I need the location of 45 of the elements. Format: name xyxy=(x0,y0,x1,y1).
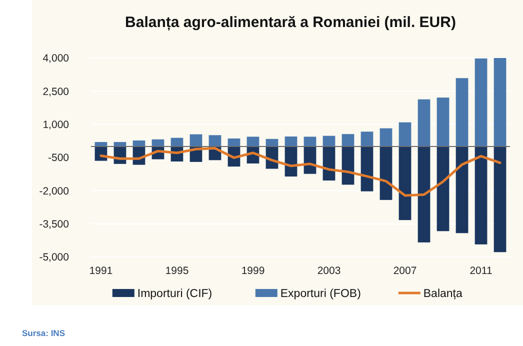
bar xyxy=(208,135,222,146)
bar xyxy=(342,134,354,146)
y-tick-label: 1,000 xyxy=(42,119,70,132)
bar xyxy=(418,99,430,146)
bar xyxy=(436,146,450,232)
bar xyxy=(494,58,506,146)
bar xyxy=(228,138,240,146)
bar xyxy=(398,122,412,146)
legend-label: Balanța xyxy=(423,288,464,300)
bar xyxy=(284,136,298,146)
line-series xyxy=(100,146,502,197)
bar xyxy=(418,146,430,242)
y-tick-label: -5,000 xyxy=(39,252,70,264)
y-tick-label: -3,500 xyxy=(39,218,70,231)
bar xyxy=(266,138,278,146)
x-tick-label: 1999 xyxy=(241,265,265,277)
bar xyxy=(170,138,184,146)
x-tick-label: 2007 xyxy=(393,265,417,277)
x-tick-label: 2003 xyxy=(317,265,341,277)
bar xyxy=(360,146,374,192)
x-tick-label: 1991 xyxy=(89,265,113,277)
x-tick-label: 2011 xyxy=(470,265,492,277)
bar xyxy=(380,146,392,200)
chart-title: Balanța agro-alimentară a Romaniei (mil. EUR) xyxy=(125,14,456,31)
y-tick-label: -500 xyxy=(48,152,70,164)
bar xyxy=(246,136,260,146)
bar xyxy=(456,78,468,146)
bar xyxy=(398,146,412,220)
bar xyxy=(304,136,316,146)
bar xyxy=(474,146,488,244)
text: Sursa: INS xyxy=(22,328,66,338)
y-tick-label: -2,000 xyxy=(39,185,70,198)
bar xyxy=(190,134,202,146)
bar xyxy=(474,58,488,146)
legend-label: Exporturi (FOB) xyxy=(280,288,362,300)
bar xyxy=(380,128,392,146)
y-tick-label: 2,500 xyxy=(42,86,70,98)
bar xyxy=(322,136,336,146)
bar xyxy=(436,98,450,146)
bar xyxy=(494,146,506,252)
bar xyxy=(456,146,468,234)
legend-label: Importuri (CIF) xyxy=(137,288,212,300)
y-tick-label: 4,000 xyxy=(42,52,70,65)
bar xyxy=(360,132,374,146)
x-tick-label: 1995 xyxy=(165,265,189,277)
